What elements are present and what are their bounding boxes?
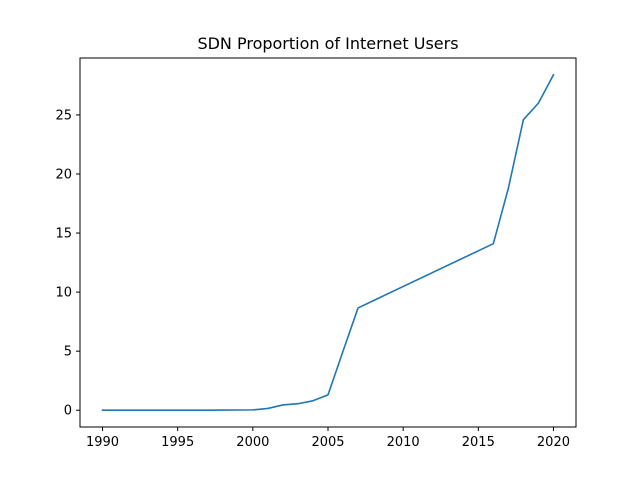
x-tick-label: 2000: [236, 435, 269, 450]
x-tick-label: 1995: [161, 435, 194, 450]
series-layer: [101, 73, 555, 412]
y-tick-label: 20: [55, 167, 72, 182]
y-tick-label: 15: [55, 227, 72, 242]
chart-title: SDN Proportion of Internet Users: [197, 34, 458, 53]
x-tick-label: 2005: [311, 435, 344, 450]
plot-area-frame: [79, 57, 577, 428]
y-axis: 0 5 10 15 20 25: [55, 108, 80, 419]
series-line-0: [101, 73, 555, 412]
y-tick-label: 0: [64, 404, 72, 419]
y-tick-label: 25: [55, 108, 72, 123]
x-tick-label: 2020: [537, 435, 570, 450]
x-tick-label: 2010: [387, 435, 420, 450]
x-tick-label: 2015: [462, 435, 495, 450]
x-axis: 1990 1995 2000 2005 2010 2015 2020: [86, 427, 570, 450]
x-tick-label: 1990: [86, 435, 119, 450]
y-tick-label: 10: [55, 286, 72, 301]
y-tick-label: 5: [64, 345, 72, 360]
